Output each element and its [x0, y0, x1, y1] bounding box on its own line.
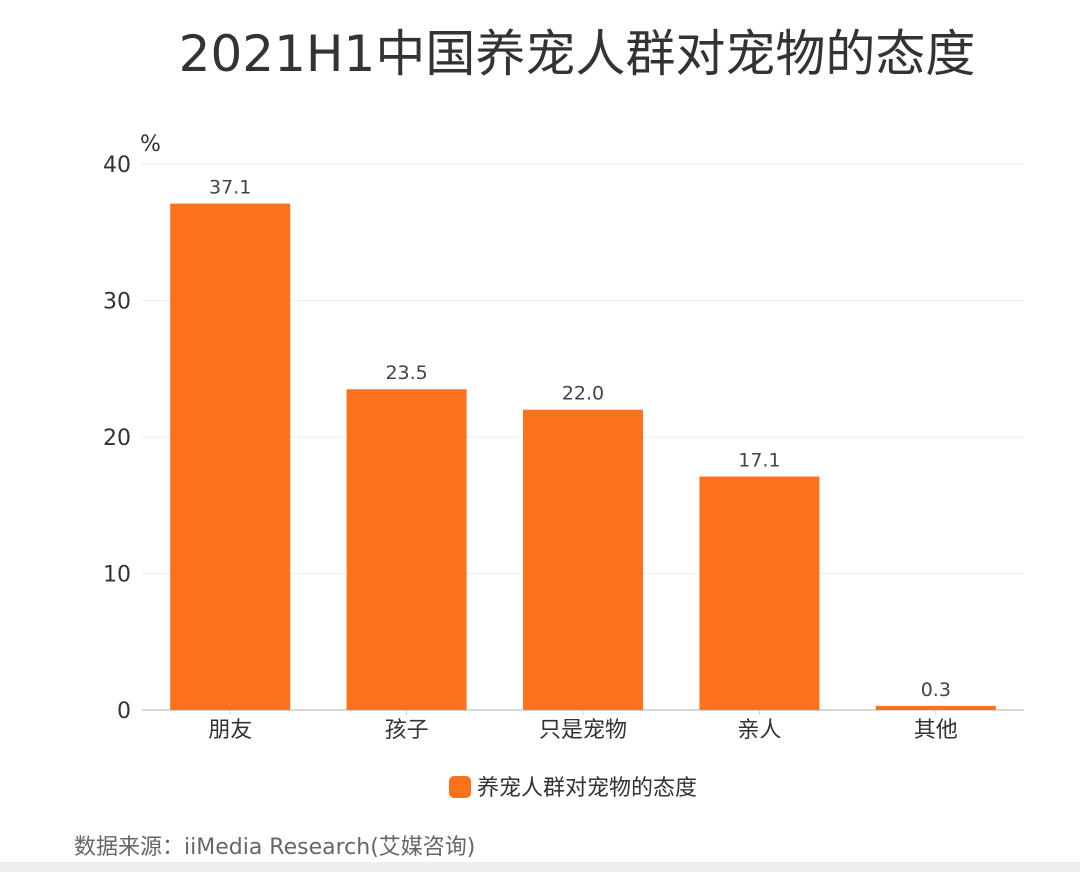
bar-1 [346, 389, 467, 710]
x-tick-label: 其他 [914, 718, 958, 743]
bar-2 [523, 409, 643, 710]
axis-ticks: 0 10 20 30 40% 朋友 孩子 只是宠物 亲人 其他 [103, 132, 958, 743]
x-tick-label: 亲人 [737, 718, 781, 743]
data-label: 22.0 [562, 383, 604, 405]
x-tick-label: 只是宠物 [539, 718, 627, 743]
y-tick-label: 10 [103, 563, 131, 588]
x-tick-label: 朋友 [208, 718, 252, 743]
y-axis-unit: % [140, 132, 161, 157]
bars [170, 203, 996, 710]
x-tick-label: 孩子 [385, 718, 429, 743]
bar-0 [170, 203, 291, 710]
data-label: 0.3 [921, 679, 951, 701]
y-tick-label: 0 [117, 699, 131, 724]
source-note: 数据来源：iiMedia Research(艾媒咨询) [74, 835, 476, 860]
y-tick-label: 20 [103, 426, 131, 451]
bar-4 [875, 705, 996, 710]
legend: 养宠人群对宠物的态度 [449, 776, 697, 801]
bar-3 [699, 476, 820, 710]
legend-swatch [449, 776, 471, 798]
data-labels: 37.1 23.5 22.0 17.1 0.3 [209, 177, 951, 701]
data-label: 37.1 [209, 177, 251, 199]
data-label: 23.5 [385, 362, 427, 384]
y-tick-label: 30 [103, 290, 131, 315]
bottom-edge [0, 862, 1080, 872]
data-label: 17.1 [738, 450, 780, 472]
legend-label: 养宠人群对宠物的态度 [477, 776, 697, 801]
chart-title: 2021H1中国养宠人群对宠物的态度 [178, 25, 976, 83]
y-tick-label: 40 [103, 153, 131, 178]
